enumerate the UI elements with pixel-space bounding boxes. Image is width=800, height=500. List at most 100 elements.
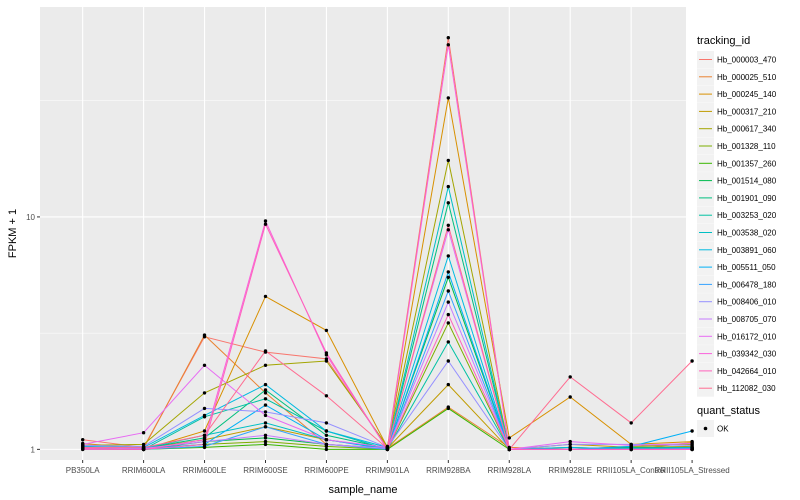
data-point <box>446 406 450 411</box>
data-point <box>629 447 633 452</box>
data-point <box>446 36 450 40</box>
data-point <box>81 445 85 450</box>
legend-item: Hb_000025_510 <box>697 68 777 86</box>
data-point <box>202 438 207 442</box>
legend-item: Hb_042664_010 <box>697 362 777 380</box>
legend-title: tracking_id <box>697 35 750 47</box>
data-point <box>202 391 207 395</box>
data-point <box>446 43 450 47</box>
legend: tracking_id Hb_000003_470 Hb_000025_510 Hb… <box>697 35 777 437</box>
series-points <box>81 36 694 452</box>
legend-label: Hb_008705_070 <box>717 315 777 324</box>
legend-label: Hb_016172_010 <box>717 332 777 341</box>
legend-label: Hb_112082_030 <box>717 384 776 393</box>
data-point <box>568 439 572 444</box>
data-point <box>202 413 207 418</box>
data-point <box>324 447 329 452</box>
legend-label: Hb_005511_050 <box>717 263 776 272</box>
legend-label: Hb_003538_020 <box>717 229 777 238</box>
data-point <box>324 433 329 437</box>
legend-item: Hb_001328_110 <box>697 137 776 155</box>
data-point <box>263 403 268 407</box>
data-point <box>446 201 450 205</box>
data-point <box>263 363 268 367</box>
legend-label: Hb_006478_180 <box>717 280 777 289</box>
data-point <box>141 445 146 450</box>
x-axis: PB350LA RRIM600LA RRIM600LE RRIM600SE RRIM60… <box>66 460 730 475</box>
data-point <box>446 223 450 227</box>
legend-label: Hb_000317_210 <box>717 107 777 116</box>
x-tick-label: PB350LA <box>66 466 100 475</box>
x-tick-label: RRII105LA_Control <box>596 466 666 475</box>
x-tick-label: RRIM600PE <box>304 466 348 475</box>
data-point <box>263 391 268 395</box>
data-point <box>629 421 633 425</box>
data-point <box>690 359 694 363</box>
legend-label: Hb_000617_340 <box>717 125 777 134</box>
legend2-title: quant_status <box>697 405 760 417</box>
y-axis-title: FPKM + 1 <box>7 209 19 258</box>
x-tick-label: RRIM928BA <box>426 466 471 475</box>
legend2-items: OK <box>697 420 729 437</box>
x-tick-label: RRIM600LA <box>122 466 166 475</box>
data-point <box>629 443 633 448</box>
data-point <box>263 382 268 387</box>
y-axis: 1 10 <box>26 213 40 454</box>
legend-item: Hb_001357_260 <box>697 154 777 172</box>
data-point <box>324 442 329 447</box>
data-point <box>446 184 450 189</box>
legend-label: Hb_001514_080 <box>717 177 777 186</box>
data-point <box>324 328 329 333</box>
x-tick-label: RRIM600LE <box>183 466 227 475</box>
data-point <box>202 333 207 337</box>
data-point <box>446 289 450 293</box>
data-point <box>324 438 329 442</box>
data-point <box>263 436 268 440</box>
y-tick-label: 10 <box>26 213 35 222</box>
data-point <box>446 275 450 279</box>
legend-item: Hb_001514_080 <box>697 172 777 190</box>
legend-item: Hb_003253_020 <box>697 206 777 224</box>
data-point <box>507 447 511 452</box>
data-point <box>263 388 268 392</box>
x-tick-label: RRIM901LA <box>366 466 410 475</box>
data-point <box>568 375 572 379</box>
legend-item: Hb_008406_010 <box>697 293 777 311</box>
legend-label: Hb_003253_020 <box>717 211 777 220</box>
data-point <box>263 433 268 437</box>
legend-label: Hb_008406_010 <box>717 298 777 307</box>
legend-label: Hb_003891_060 <box>717 246 777 255</box>
data-point <box>507 436 511 440</box>
legend-item: Hb_112082_030 <box>697 379 776 397</box>
data-point <box>446 254 450 258</box>
data-point <box>263 425 268 429</box>
data-point <box>202 406 207 411</box>
data-point <box>263 222 268 226</box>
data-point <box>446 382 450 387</box>
data-point <box>263 410 268 414</box>
data-point <box>568 395 572 399</box>
legend-label: Hb_001901_090 <box>717 194 777 203</box>
legend-item: Hb_000317_210 <box>697 102 777 120</box>
legend-label: Hb_039342_030 <box>717 350 777 359</box>
data-point <box>324 429 329 433</box>
x-tick-label: RRIM928LA <box>487 466 531 475</box>
data-point <box>324 359 329 363</box>
data-point <box>202 433 207 437</box>
legend-label: Hb_042664_010 <box>717 367 777 376</box>
legend-point-swatch <box>703 426 708 431</box>
data-point <box>690 441 694 446</box>
legend-label: Hb_001328_110 <box>717 142 776 151</box>
legend-item: Hb_039342_030 <box>697 345 777 363</box>
legend-item: Hb_000617_340 <box>697 120 777 138</box>
x-tick-label: RRII105LA_Stressed <box>655 466 730 475</box>
data-point <box>446 228 450 232</box>
legend-items: Hb_000003_470 Hb_000025_510 Hb_000245_140 H… <box>697 51 777 397</box>
data-point <box>81 438 85 442</box>
data-point <box>263 442 268 447</box>
data-point <box>263 294 268 299</box>
data-point <box>446 270 450 274</box>
legend-label: Hb_000003_470 <box>717 56 777 65</box>
legend-label: OK <box>717 425 729 434</box>
